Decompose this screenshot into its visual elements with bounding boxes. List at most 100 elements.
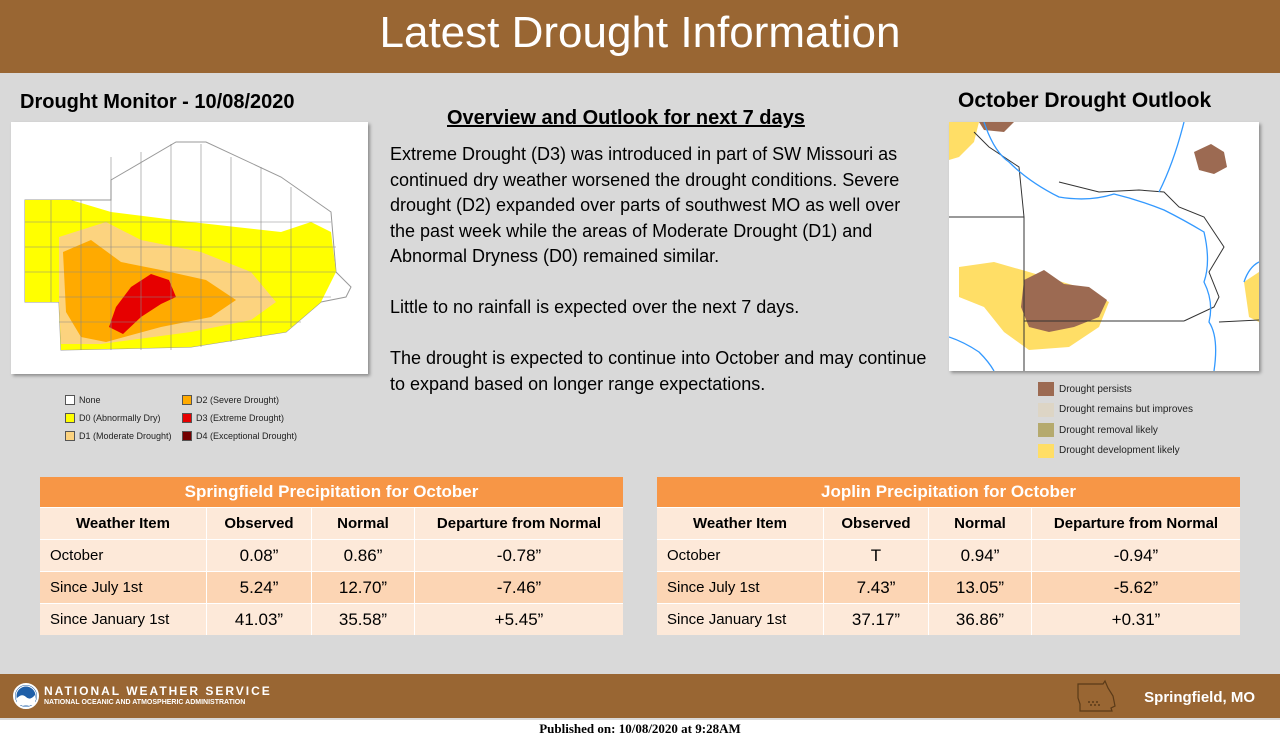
noaa-logo-icon <box>13 683 39 709</box>
outlook-legend: Drought persists Drought remains but imp… <box>1038 379 1193 461</box>
drought-monitor-legend-left: None D0 (Abnormally Dry) D1 (Moderate Dr… <box>65 391 172 445</box>
slide: Latest Drought Information Drought Monit… <box>0 0 1280 720</box>
legend-swatch <box>65 431 75 441</box>
table-row: October 0.08” 0.86” -0.78” <box>40 539 623 571</box>
legend-label: D0 (Abnormally Dry) <box>79 413 161 423</box>
legend-swatch <box>1038 443 1054 458</box>
outlook-map-graphic <box>949 122 1259 371</box>
joplin-precip-table: Joplin Precipitation for October Weather… <box>657 477 1240 635</box>
noaa-logo-graphic <box>15 685 37 707</box>
column-header: Normal <box>929 508 1032 539</box>
table-cell: 0.86” <box>312 540 415 571</box>
table-cell: +0.31” <box>1111 609 1161 629</box>
column-header: Departure from Normal <box>436 515 602 532</box>
legend-swatch <box>182 431 192 441</box>
overview-paragraph: Extreme Drought (D3) was introduced in p… <box>390 144 901 266</box>
column-header: Weather Item <box>40 508 207 539</box>
table-cell: Since July 1st <box>40 572 207 603</box>
table-cell: 0.94” <box>929 540 1032 571</box>
springfield-precip-table: Springfield Precipitation for October We… <box>40 477 623 635</box>
legend-item: Drought development likely <box>1038 441 1193 462</box>
legend-label: None <box>79 395 101 405</box>
table-cell: October <box>657 540 824 571</box>
table-row: Since July 1st 7.43” 13.05” -5.62” <box>657 571 1240 603</box>
table-row: Since July 1st 5.24” 12.70” -7.46” <box>40 571 623 603</box>
table-row: October T 0.94” -0.94” <box>657 539 1240 571</box>
table-cell: -0.78” <box>496 545 542 565</box>
missouri-outline-graphic <box>1077 679 1116 712</box>
column-header: Weather Item <box>657 508 824 539</box>
drought-monitor-map <box>11 122 368 374</box>
legend-label: Drought remains but improves <box>1059 404 1193 416</box>
column-header: Observed <box>824 508 929 539</box>
drought-monitor-title: Drought Monitor - 10/08/2020 <box>20 91 295 113</box>
legend-swatch <box>182 413 192 423</box>
overview-text: Extreme Drought (D3) was introduced in p… <box>390 142 930 423</box>
drought-monitor-map-graphic <box>24 141 352 351</box>
agency-subtitle: NATIONAL OCEANIC AND ATMOSPHERIC ADMINIS… <box>44 699 246 706</box>
table-cell: +5.45” <box>494 609 544 629</box>
column-header: Departure from Normal <box>1053 515 1219 532</box>
legend-label: D3 (Extreme Drought) <box>196 413 285 423</box>
legend-swatch <box>1038 382 1054 397</box>
table-cell: 0.08” <box>207 540 312 571</box>
table-cell: Since July 1st <box>657 572 824 603</box>
drought-monitor-legend-right: D2 (Severe Drought) D3 (Extreme Drought)… <box>182 391 297 445</box>
legend-label: D1 (Moderate Drought) <box>79 431 172 441</box>
table-header-row: Weather Item Observed Normal Departure f… <box>40 507 623 539</box>
table-cell: 5.24” <box>207 572 312 603</box>
legend-label: Drought persists <box>1059 383 1132 395</box>
overview-paragraph: Little to no rainfall is expected over t… <box>390 297 800 317</box>
table-cell: 37.17” <box>824 604 929 635</box>
table-row: Since January 1st 41.03” 35.58” +5.45” <box>40 603 623 635</box>
column-header: Observed <box>207 508 312 539</box>
table-cell: 7.43” <box>824 572 929 603</box>
column-header: Normal <box>312 508 415 539</box>
legend-item: D1 (Moderate Drought) <box>65 427 172 445</box>
table-cell: 13.05” <box>929 572 1032 603</box>
table-cell: 36.86” <box>929 604 1032 635</box>
legend-item: Drought removal likely <box>1038 420 1193 441</box>
table-cell: Since January 1st <box>40 604 207 635</box>
footer-bar: NATIONAL WEATHER SERVICE NATIONAL OCEANI… <box>0 674 1280 718</box>
table-cell: -7.46” <box>496 577 542 597</box>
table-header-row: Weather Item Observed Normal Departure f… <box>657 507 1240 539</box>
agency-name: NATIONAL WEATHER SERVICE <box>44 684 272 698</box>
table-row: Since January 1st 37.17” 36.86” +0.31” <box>657 603 1240 635</box>
page-title: Latest Drought Information <box>379 8 901 57</box>
header-bar: Latest Drought Information <box>0 0 1280 73</box>
table-caption: Joplin Precipitation for October <box>657 477 1240 507</box>
legend-swatch <box>1038 402 1054 417</box>
legend-item: D4 (Exceptional Drought) <box>182 427 297 445</box>
legend-label: Drought development likely <box>1059 445 1180 457</box>
legend-item: D3 (Extreme Drought) <box>182 409 297 427</box>
overview-title: Overview and Outlook for next 7 days <box>447 107 805 129</box>
table-cell: 41.03” <box>207 604 312 635</box>
legend-label: Drought removal likely <box>1059 424 1158 436</box>
legend-item: Drought persists <box>1038 379 1193 400</box>
table-cell: -5.62” <box>1113 577 1159 597</box>
legend-item: None <box>65 391 172 409</box>
legend-label: D2 (Severe Drought) <box>196 395 280 405</box>
legend-item: D0 (Abnormally Dry) <box>65 409 172 427</box>
legend-swatch <box>65 413 75 423</box>
legend-swatch <box>182 395 192 405</box>
table-cell: Since January 1st <box>657 604 824 635</box>
table-cell: 12.70” <box>312 572 415 603</box>
table-cell: October <box>40 540 207 571</box>
table-cell: 35.58” <box>312 604 415 635</box>
table-caption: Springfield Precipitation for October <box>40 477 623 507</box>
missouri-outline-icon <box>1075 678 1119 714</box>
outlook-map <box>949 122 1259 371</box>
legend-swatch <box>65 395 75 405</box>
published-timestamp: Published on: 10/08/2020 at 9:28AM <box>539 721 741 736</box>
legend-item: Drought remains but improves <box>1038 400 1193 421</box>
office-name: Springfield, MO <box>1144 689 1255 706</box>
legend-swatch <box>1038 423 1054 438</box>
table-cell: -0.94” <box>1113 545 1159 565</box>
outlook-title: October Drought Outlook <box>958 89 1212 112</box>
overview-paragraph: The drought is expected to continue into… <box>390 348 927 394</box>
legend-label: D4 (Exceptional Drought) <box>196 431 298 441</box>
legend-item: D2 (Severe Drought) <box>182 391 297 409</box>
table-cell: T <box>824 540 929 571</box>
